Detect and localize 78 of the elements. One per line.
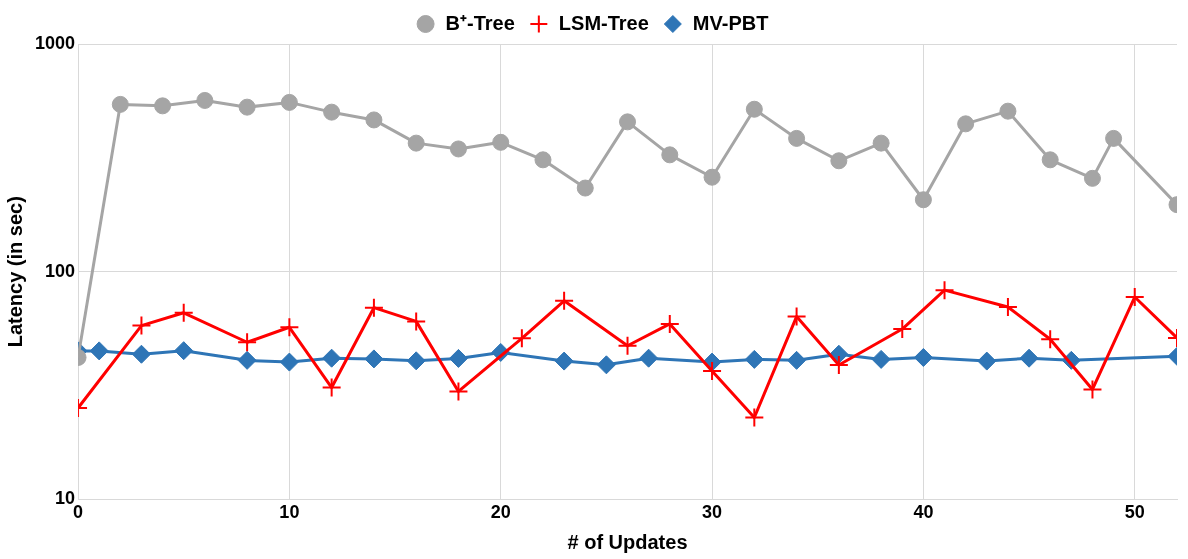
point [448, 381, 469, 402]
point [997, 296, 1018, 317]
point [238, 98, 256, 116]
point [661, 146, 679, 164]
point [1083, 169, 1101, 187]
point [934, 280, 955, 301]
point [744, 407, 765, 428]
point [406, 351, 426, 371]
point [111, 95, 129, 113]
point [744, 349, 764, 369]
point [1124, 287, 1145, 308]
point [364, 349, 384, 369]
point [279, 317, 300, 338]
point [788, 129, 806, 147]
point [576, 179, 594, 197]
point [365, 111, 383, 129]
point [957, 115, 975, 133]
point [131, 315, 152, 336]
point [659, 313, 680, 334]
y-tick-label: 1000 [35, 32, 76, 53]
point [830, 152, 848, 170]
point [173, 302, 194, 323]
point [363, 297, 384, 318]
point [448, 348, 468, 368]
point [511, 328, 532, 349]
point [702, 361, 723, 382]
point [639, 348, 659, 368]
y-tick-label: 100 [45, 260, 76, 281]
point [174, 341, 194, 361]
point [321, 377, 342, 398]
point [449, 140, 467, 158]
point [237, 350, 257, 370]
point [280, 93, 298, 111]
point [871, 349, 891, 369]
point [279, 352, 299, 372]
point [787, 350, 807, 370]
point [703, 168, 721, 186]
point [619, 113, 637, 131]
point [828, 355, 849, 376]
legend-label: B⁺-Tree [445, 11, 515, 34]
x-tick-label: 50 [1124, 502, 1145, 523]
point [407, 134, 425, 152]
point [554, 290, 575, 311]
point [492, 133, 510, 151]
point [1082, 379, 1103, 400]
point [596, 355, 616, 375]
point [617, 335, 638, 356]
point [1040, 329, 1061, 350]
point [237, 332, 258, 353]
point [406, 311, 427, 332]
point [534, 151, 552, 169]
point [913, 347, 933, 367]
point [154, 97, 172, 115]
point [1041, 151, 1059, 169]
point [892, 319, 913, 340]
legend-label: LSM-Tree [558, 11, 649, 34]
y-axis-title: Latency (in sec) [3, 196, 26, 348]
x-tick-label: 30 [702, 502, 723, 523]
x-tick-label: 10 [279, 502, 300, 523]
point [872, 134, 890, 152]
point [745, 100, 763, 118]
point [89, 341, 109, 361]
point [322, 348, 342, 368]
x-axis-title: # of Updates [567, 530, 688, 553]
point [131, 344, 151, 364]
x-tick-label: 0 [73, 502, 84, 523]
legend-label: MV-PBT [692, 11, 769, 34]
point [1105, 129, 1123, 147]
point [1019, 348, 1039, 368]
point [914, 191, 932, 209]
x-tick-label: 20 [490, 502, 511, 523]
point [196, 91, 214, 109]
point [977, 351, 997, 371]
point [554, 351, 574, 371]
point [786, 306, 807, 327]
point [323, 103, 341, 121]
point [999, 102, 1017, 120]
x-tick-label: 40 [913, 502, 934, 523]
